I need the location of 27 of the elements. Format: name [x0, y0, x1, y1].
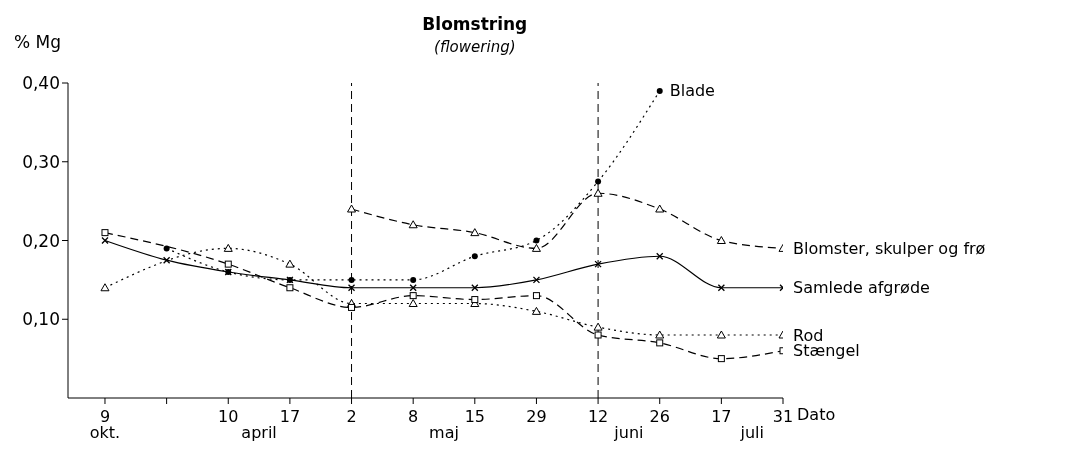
series-label: Blade: [669, 81, 715, 101]
y-tick-label: 0,40: [22, 73, 60, 94]
y-tick-label: 0,10: [22, 309, 60, 330]
series-label: Blomster, skulper og frø: [793, 238, 986, 258]
text: april: [241, 423, 277, 442]
text: juni: [613, 423, 644, 442]
x-axis-title: Dato: [797, 405, 836, 424]
y-axis-title: % Mg: [14, 32, 62, 52]
x-tick-label: 17: [711, 407, 732, 426]
x-tick-label: 26: [649, 407, 670, 426]
series-label: Samlede afgrøde: [793, 278, 930, 298]
x-tick-label: 2: [346, 407, 357, 426]
x-tick-label: 17: [279, 407, 301, 426]
chart-subtitle: (flowering): [434, 38, 516, 56]
x-tick-label: 29: [526, 407, 547, 426]
text: okt.: [89, 423, 121, 442]
x-tick-label: 12: [587, 407, 609, 426]
x-tick-label: 8: [408, 407, 419, 426]
text: maj: [429, 423, 459, 442]
x-tick-label: 31: [772, 407, 794, 426]
x-tick-label: 9: [99, 407, 111, 426]
x-tick-label: 15: [464, 407, 485, 426]
x-tick-label: 10: [218, 407, 239, 426]
chart-title: Blomstring: [422, 14, 528, 34]
y-tick-label: 0,30: [22, 151, 60, 172]
y-tick-label: 0,20: [22, 230, 60, 251]
text: juli: [739, 423, 764, 442]
